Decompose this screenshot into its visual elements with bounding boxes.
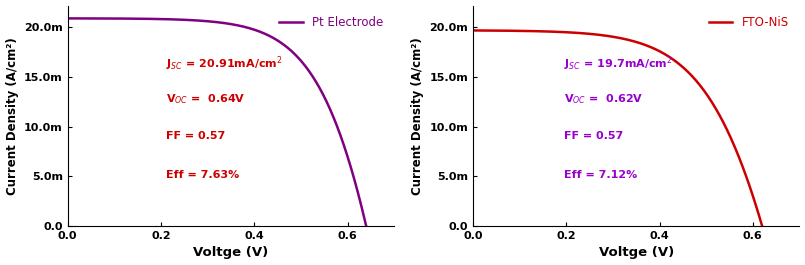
Text: V$_{OC}$ =  0.64V: V$_{OC}$ = 0.64V bbox=[166, 93, 246, 107]
X-axis label: Voltge (V): Voltge (V) bbox=[193, 246, 269, 259]
Text: Eff = 7.63%: Eff = 7.63% bbox=[166, 170, 239, 180]
Y-axis label: Current Density (A/cm²): Current Density (A/cm²) bbox=[411, 37, 424, 195]
Legend: FTO-NiS: FTO-NiS bbox=[704, 11, 794, 34]
Text: V$_{OC}$ =  0.62V: V$_{OC}$ = 0.62V bbox=[564, 93, 644, 107]
Text: Eff = 7.12%: Eff = 7.12% bbox=[564, 170, 638, 180]
Y-axis label: Current Density (A/cm²): Current Density (A/cm²) bbox=[6, 37, 19, 195]
Text: J$_{SC}$ = 20.91mA/cm$^2$: J$_{SC}$ = 20.91mA/cm$^2$ bbox=[166, 54, 283, 73]
X-axis label: Voltge (V): Voltge (V) bbox=[599, 246, 674, 259]
Legend: Pt Electrode: Pt Electrode bbox=[275, 11, 388, 34]
Text: J$_{SC}$ = 19.7mA/cm$^2$: J$_{SC}$ = 19.7mA/cm$^2$ bbox=[564, 54, 673, 73]
Text: FF = 0.57: FF = 0.57 bbox=[166, 131, 225, 141]
Text: FF = 0.57: FF = 0.57 bbox=[564, 131, 624, 141]
